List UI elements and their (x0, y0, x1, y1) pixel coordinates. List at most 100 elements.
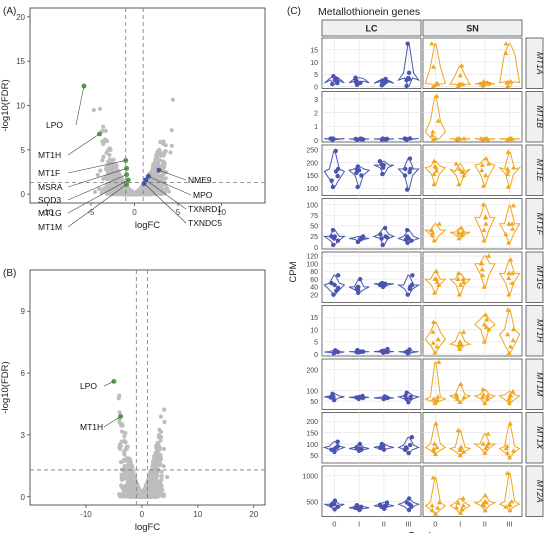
background-point (128, 191, 133, 196)
sample-point (354, 286, 359, 291)
gene-label-leader (148, 176, 192, 196)
sample-point (404, 83, 409, 89)
sample-point (456, 235, 462, 241)
sample-point (483, 221, 489, 226)
x-tick-label: -5 (87, 208, 95, 217)
sample-point (430, 129, 436, 134)
sample-point (479, 261, 485, 266)
sample-point (357, 136, 363, 142)
violin (498, 259, 521, 296)
gene-label-leader (67, 174, 127, 201)
gene-label: MT1H (80, 422, 103, 432)
sample-point (459, 63, 465, 68)
facet-panel (321, 305, 422, 357)
background-point (112, 172, 118, 177)
sample-point (486, 253, 492, 258)
sample-point (380, 242, 385, 248)
background-point (128, 460, 133, 465)
background-point (105, 148, 111, 153)
violin (424, 43, 447, 87)
column-strip-label: SN (466, 24, 479, 34)
sample-point (506, 240, 511, 245)
sample-point (511, 165, 516, 170)
background-point (161, 464, 166, 469)
sample-point (384, 136, 389, 142)
row-strip-label: MT1E (535, 159, 545, 182)
background-point (103, 128, 108, 133)
y-axis-label: -log10(FDR) (0, 79, 11, 131)
y-tick-label: 0 (314, 245, 318, 252)
sample-point (510, 226, 516, 231)
y-tick-label: 15 (310, 315, 318, 322)
sample-point (353, 136, 358, 142)
sample-point (460, 169, 466, 174)
sample-point (405, 292, 410, 297)
sample-point (360, 393, 365, 399)
y-tick-label: 50 (310, 224, 318, 231)
y-tick-label: 20 (16, 13, 25, 22)
background-point (152, 471, 157, 476)
background-point (154, 492, 159, 497)
sample-point (404, 390, 409, 395)
x-tick-label: 20 (249, 510, 258, 519)
y-tick-label: 1000 (302, 474, 318, 481)
sample-point (433, 276, 439, 281)
sample-point (431, 171, 437, 176)
background-point (139, 493, 144, 498)
sample-point (404, 349, 409, 355)
sample-point (409, 435, 415, 440)
column-strip (321, 19, 422, 37)
sample-point (505, 171, 510, 176)
background-point (120, 422, 125, 427)
sample-point (329, 178, 334, 183)
sample-point (381, 282, 386, 287)
y-tick-label: 6 (21, 369, 26, 378)
gene-label: LPO (80, 381, 97, 391)
row-strip-label: MT1F (535, 213, 545, 236)
x-tick-label: I (358, 520, 360, 529)
background-point (123, 430, 128, 436)
background-point (148, 470, 153, 475)
background-point (98, 106, 103, 111)
row-strip-label: MT1G (535, 265, 545, 289)
sample-point (481, 238, 487, 243)
y-tick-label: 5 (21, 146, 26, 155)
background-point (124, 488, 129, 493)
background-point (162, 407, 167, 412)
gene-label: MSRA (38, 182, 63, 192)
y-tick-label: 25 (310, 234, 318, 241)
sample-point (381, 396, 387, 401)
sample-point (408, 395, 413, 401)
sample-point (505, 184, 511, 189)
sample-point (377, 502, 383, 507)
background-point (98, 168, 103, 173)
sample-point (509, 280, 515, 285)
background-point (165, 475, 170, 480)
sample-point (508, 79, 514, 84)
sample-point (460, 276, 466, 281)
sample-point (402, 173, 408, 178)
sample-point (355, 506, 360, 511)
background-point (147, 490, 152, 495)
sample-point (509, 270, 515, 276)
background-point (122, 189, 128, 194)
y-tick-label: 0 (314, 138, 318, 145)
sample-point (332, 350, 337, 355)
sample-point (506, 292, 512, 297)
sample-point (357, 441, 362, 447)
y-tick-label: 3 (314, 97, 318, 104)
background-point (119, 475, 124, 480)
sample-point (406, 70, 412, 76)
background-point (162, 165, 167, 170)
sample-point (407, 76, 412, 82)
sample-point (358, 236, 363, 242)
sample-point (335, 79, 340, 84)
y-tick-label: 40 (310, 285, 318, 292)
background-point (116, 396, 121, 401)
sample-point (353, 75, 358, 80)
y-tick-label: 500 (306, 499, 318, 506)
sample-point (433, 81, 439, 86)
sample-point (479, 167, 485, 173)
x-tick-label: 10 (217, 208, 226, 217)
y-tick-label: 0 (314, 84, 318, 91)
